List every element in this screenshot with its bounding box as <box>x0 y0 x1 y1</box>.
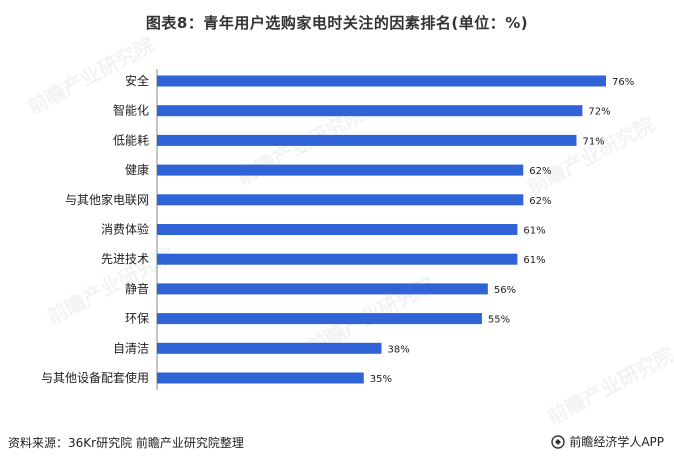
category-label: 低能耗 <box>113 133 149 147</box>
value-label: 62% <box>529 166 551 177</box>
bar <box>157 342 382 354</box>
brand-credit: 前瞻经济学人APP <box>551 433 664 450</box>
category-label: 自清洁 <box>113 341 149 355</box>
value-label: 72% <box>588 107 610 118</box>
source-note: 资料来源：36Kr研究院 前瞻产业研究院整理 <box>8 436 244 450</box>
bar <box>157 372 364 384</box>
value-label: 55% <box>488 315 510 326</box>
value-label: 61% <box>523 255 545 266</box>
category-label: 静音 <box>125 281 149 296</box>
value-label: 62% <box>529 196 551 207</box>
bar <box>157 105 583 117</box>
bar-chart: 安全 76% 智能化 72% 低能耗 71% 健康 62% 与其他家电联网 62% 消费体验 61% 先… <box>41 69 634 390</box>
value-label: 56% <box>494 285 516 296</box>
category-label: 消费体验 <box>101 222 149 237</box>
category-label: 健康 <box>125 162 149 177</box>
category-label: 环保 <box>125 312 149 326</box>
category-label: 安全 <box>125 73 149 88</box>
value-label: 76% <box>612 77 634 88</box>
value-label: 61% <box>523 226 545 237</box>
category-label: 智能化 <box>113 103 149 118</box>
bar <box>157 224 518 235</box>
value-label: 38% <box>388 344 410 355</box>
category-label: 与其他设备配套使用 <box>41 370 149 385</box>
brand-logo-icon <box>551 434 566 449</box>
bar <box>157 283 488 295</box>
bar <box>157 194 524 206</box>
category-label: 先进技术 <box>101 252 149 266</box>
bar <box>157 253 518 265</box>
bar <box>157 134 577 146</box>
bar <box>157 313 482 325</box>
value-label: 35% <box>370 374 392 385</box>
brand-label: 前瞻经济学人APP <box>569 435 664 449</box>
value-label: 71% <box>582 136 604 147</box>
bar <box>157 164 524 176</box>
bar <box>157 75 606 87</box>
category-label: 与其他家电联网 <box>65 192 149 207</box>
chart-title: 图表8：青年用户选购家电时关注的因素排名(单位：%) <box>145 14 529 32</box>
